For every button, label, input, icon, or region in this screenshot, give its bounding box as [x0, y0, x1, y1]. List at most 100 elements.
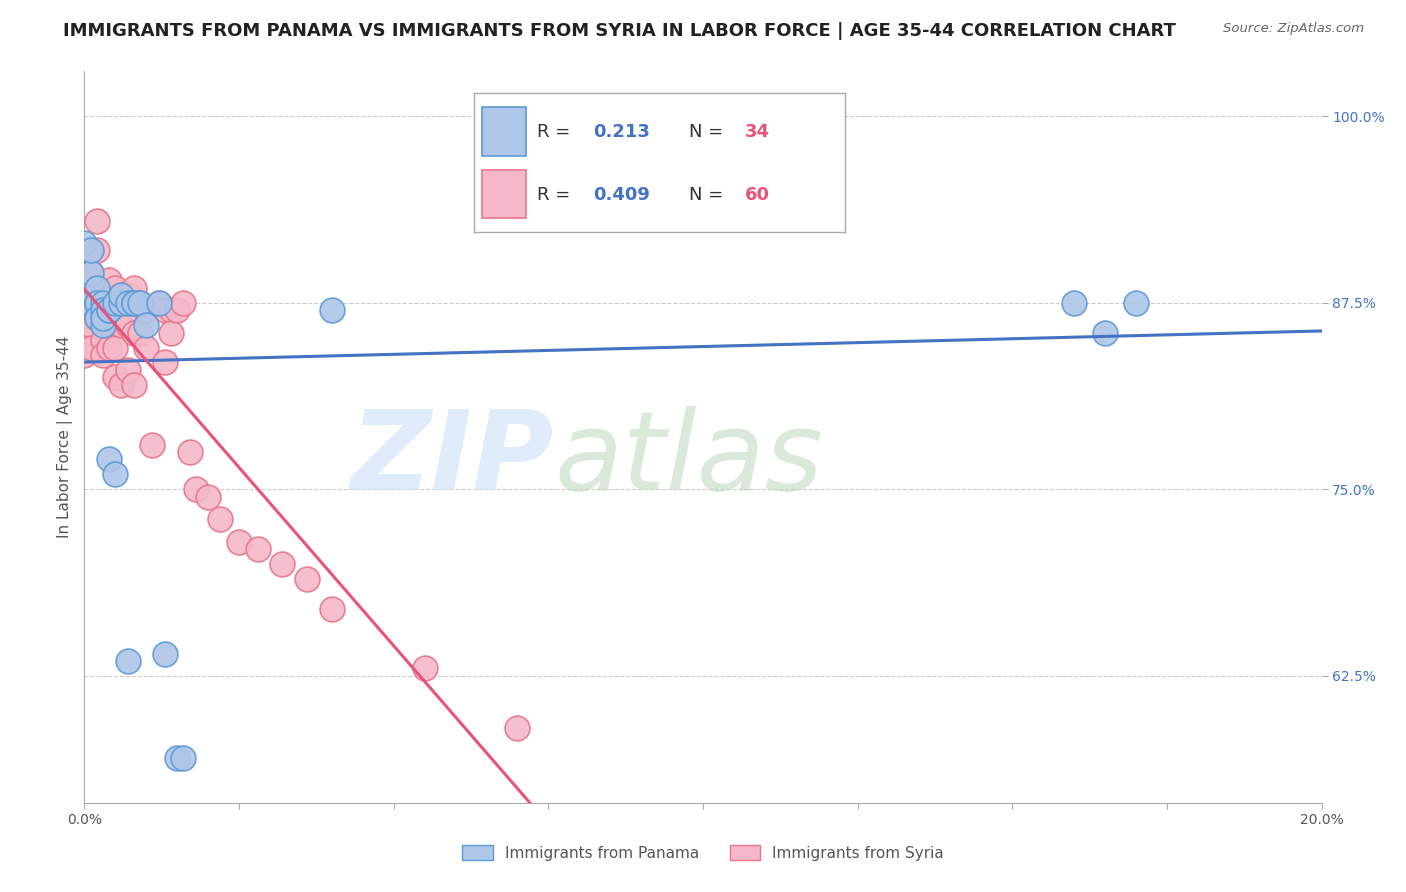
- Point: [160, 303, 183, 318]
- Point: [104, 467, 127, 482]
- Point: [79, 318, 101, 332]
- Point: [79, 295, 101, 310]
- Point: [122, 281, 145, 295]
- Point: [166, 751, 188, 765]
- Point: [117, 288, 139, 302]
- Point: [184, 483, 207, 497]
- Text: ZIP: ZIP: [352, 406, 554, 513]
- Point: [321, 601, 343, 615]
- Point: [91, 295, 114, 310]
- Point: [91, 303, 114, 318]
- Point: [73, 318, 96, 332]
- Point: [122, 295, 145, 310]
- Point: [98, 295, 121, 310]
- Point: [153, 303, 176, 318]
- Point: [413, 661, 436, 675]
- Point: [86, 295, 108, 310]
- Point: [172, 751, 194, 765]
- Point: [166, 303, 188, 318]
- Point: [110, 295, 132, 310]
- Point: [153, 355, 176, 369]
- Point: [1125, 295, 1147, 310]
- Point: [148, 295, 170, 310]
- Point: [98, 318, 121, 332]
- Point: [91, 318, 114, 332]
- Point: [73, 295, 96, 310]
- Point: [73, 303, 96, 318]
- Point: [117, 363, 139, 377]
- Point: [1063, 295, 1085, 310]
- Point: [135, 341, 157, 355]
- Point: [104, 370, 127, 384]
- Point: [73, 288, 96, 302]
- Legend: Immigrants from Panama, Immigrants from Syria: Immigrants from Panama, Immigrants from …: [454, 837, 952, 868]
- Point: [79, 266, 101, 280]
- Point: [86, 213, 108, 227]
- Point: [73, 348, 96, 362]
- Point: [179, 445, 201, 459]
- Text: atlas: atlas: [554, 406, 823, 513]
- Point: [91, 310, 114, 325]
- Point: [91, 333, 114, 347]
- Point: [209, 512, 232, 526]
- Point: [148, 295, 170, 310]
- Point: [117, 654, 139, 668]
- Point: [91, 348, 114, 362]
- Point: [129, 326, 152, 340]
- Y-axis label: In Labor Force | Age 35-44: In Labor Force | Age 35-44: [58, 336, 73, 538]
- Point: [122, 377, 145, 392]
- Point: [79, 244, 101, 258]
- Point: [98, 341, 121, 355]
- Point: [153, 647, 176, 661]
- Point: [98, 303, 121, 318]
- Point: [91, 318, 114, 332]
- Text: Source: ZipAtlas.com: Source: ZipAtlas.com: [1223, 22, 1364, 36]
- Point: [79, 341, 101, 355]
- Point: [135, 318, 157, 332]
- Point: [73, 333, 96, 347]
- Point: [79, 266, 101, 280]
- Point: [117, 318, 139, 332]
- Point: [104, 281, 127, 295]
- Point: [86, 281, 108, 295]
- Point: [160, 326, 183, 340]
- Point: [104, 295, 127, 310]
- Point: [73, 235, 96, 250]
- Point: [129, 295, 152, 310]
- Point: [86, 244, 108, 258]
- Point: [117, 295, 139, 310]
- Point: [86, 295, 108, 310]
- Point: [295, 572, 318, 586]
- Point: [141, 437, 163, 451]
- Point: [91, 303, 114, 318]
- Point: [197, 490, 219, 504]
- Point: [122, 326, 145, 340]
- Point: [135, 303, 157, 318]
- Point: [228, 534, 250, 549]
- Point: [98, 273, 121, 287]
- Point: [110, 318, 132, 332]
- Point: [506, 721, 529, 735]
- Point: [321, 303, 343, 318]
- Point: [86, 295, 108, 310]
- Point: [104, 310, 127, 325]
- Point: [98, 452, 121, 467]
- Point: [110, 288, 132, 302]
- Point: [86, 310, 108, 325]
- Point: [79, 295, 101, 310]
- Point: [122, 295, 145, 310]
- Point: [271, 557, 294, 571]
- Point: [91, 288, 114, 302]
- Point: [110, 377, 132, 392]
- Point: [246, 542, 269, 557]
- Point: [86, 288, 108, 302]
- Point: [86, 310, 108, 325]
- Point: [110, 288, 132, 302]
- Text: IMMIGRANTS FROM PANAMA VS IMMIGRANTS FROM SYRIA IN LABOR FORCE | AGE 35-44 CORRE: IMMIGRANTS FROM PANAMA VS IMMIGRANTS FRO…: [63, 22, 1177, 40]
- Point: [79, 244, 101, 258]
- Point: [1094, 326, 1116, 340]
- Point: [104, 341, 127, 355]
- Point: [129, 295, 152, 310]
- Point: [98, 303, 121, 318]
- Point: [172, 295, 194, 310]
